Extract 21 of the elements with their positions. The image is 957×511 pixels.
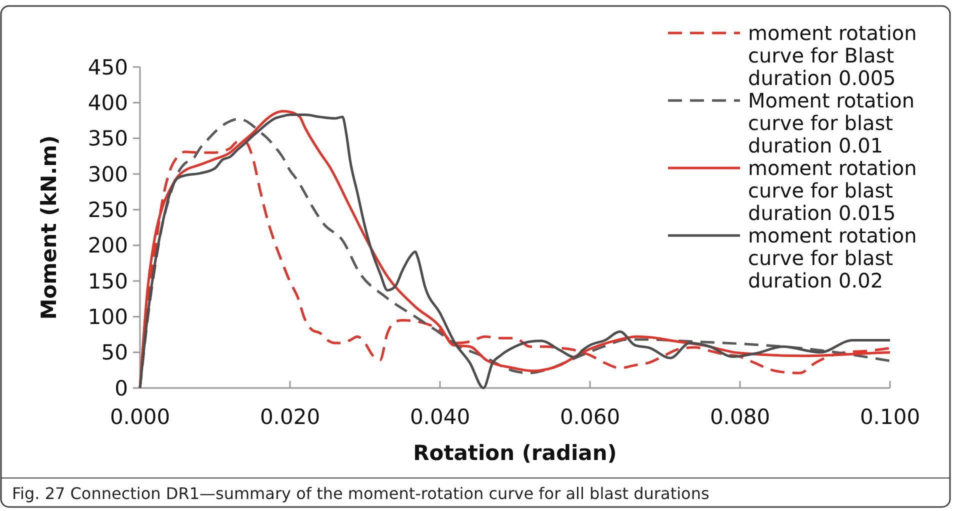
y-tick-label: 400 (88, 91, 128, 116)
y-tick-label: 450 (88, 55, 128, 80)
x-tick-label: 0.000 (110, 405, 170, 429)
y-tick-label: 100 (88, 305, 128, 330)
x-tick-label: 0.060 (560, 405, 620, 429)
y-tick-label: 300 (88, 162, 128, 186)
y-tick-label: 350 (88, 126, 128, 151)
caption: Fig. 27 Connection DR1—summary of the moment-rotation curve for all blast durations (12, 484, 710, 503)
x-tick-label: 0.040 (410, 405, 470, 429)
x-tick-label: 0.020 (260, 405, 320, 429)
x-tick-label: 0.100 (860, 405, 920, 429)
y-tick-label: 250 (88, 198, 128, 222)
y-tick-label: 150 (88, 269, 128, 294)
x-axis-title: Rotation (radian) (413, 441, 617, 465)
y-tick-label: 50 (101, 340, 128, 365)
legend-label: moment rotation curve for Blast duration 0.005 (748, 21, 917, 90)
y-axis-title: Moment (kN.m) (37, 135, 61, 320)
y-tick-label: 0 (114, 376, 128, 400)
x-tick-label: 0.080 (710, 405, 770, 429)
legend-label: moment rotation curve for blast duration 0.02 (748, 224, 917, 292)
y-tick-label: 200 (88, 234, 128, 258)
